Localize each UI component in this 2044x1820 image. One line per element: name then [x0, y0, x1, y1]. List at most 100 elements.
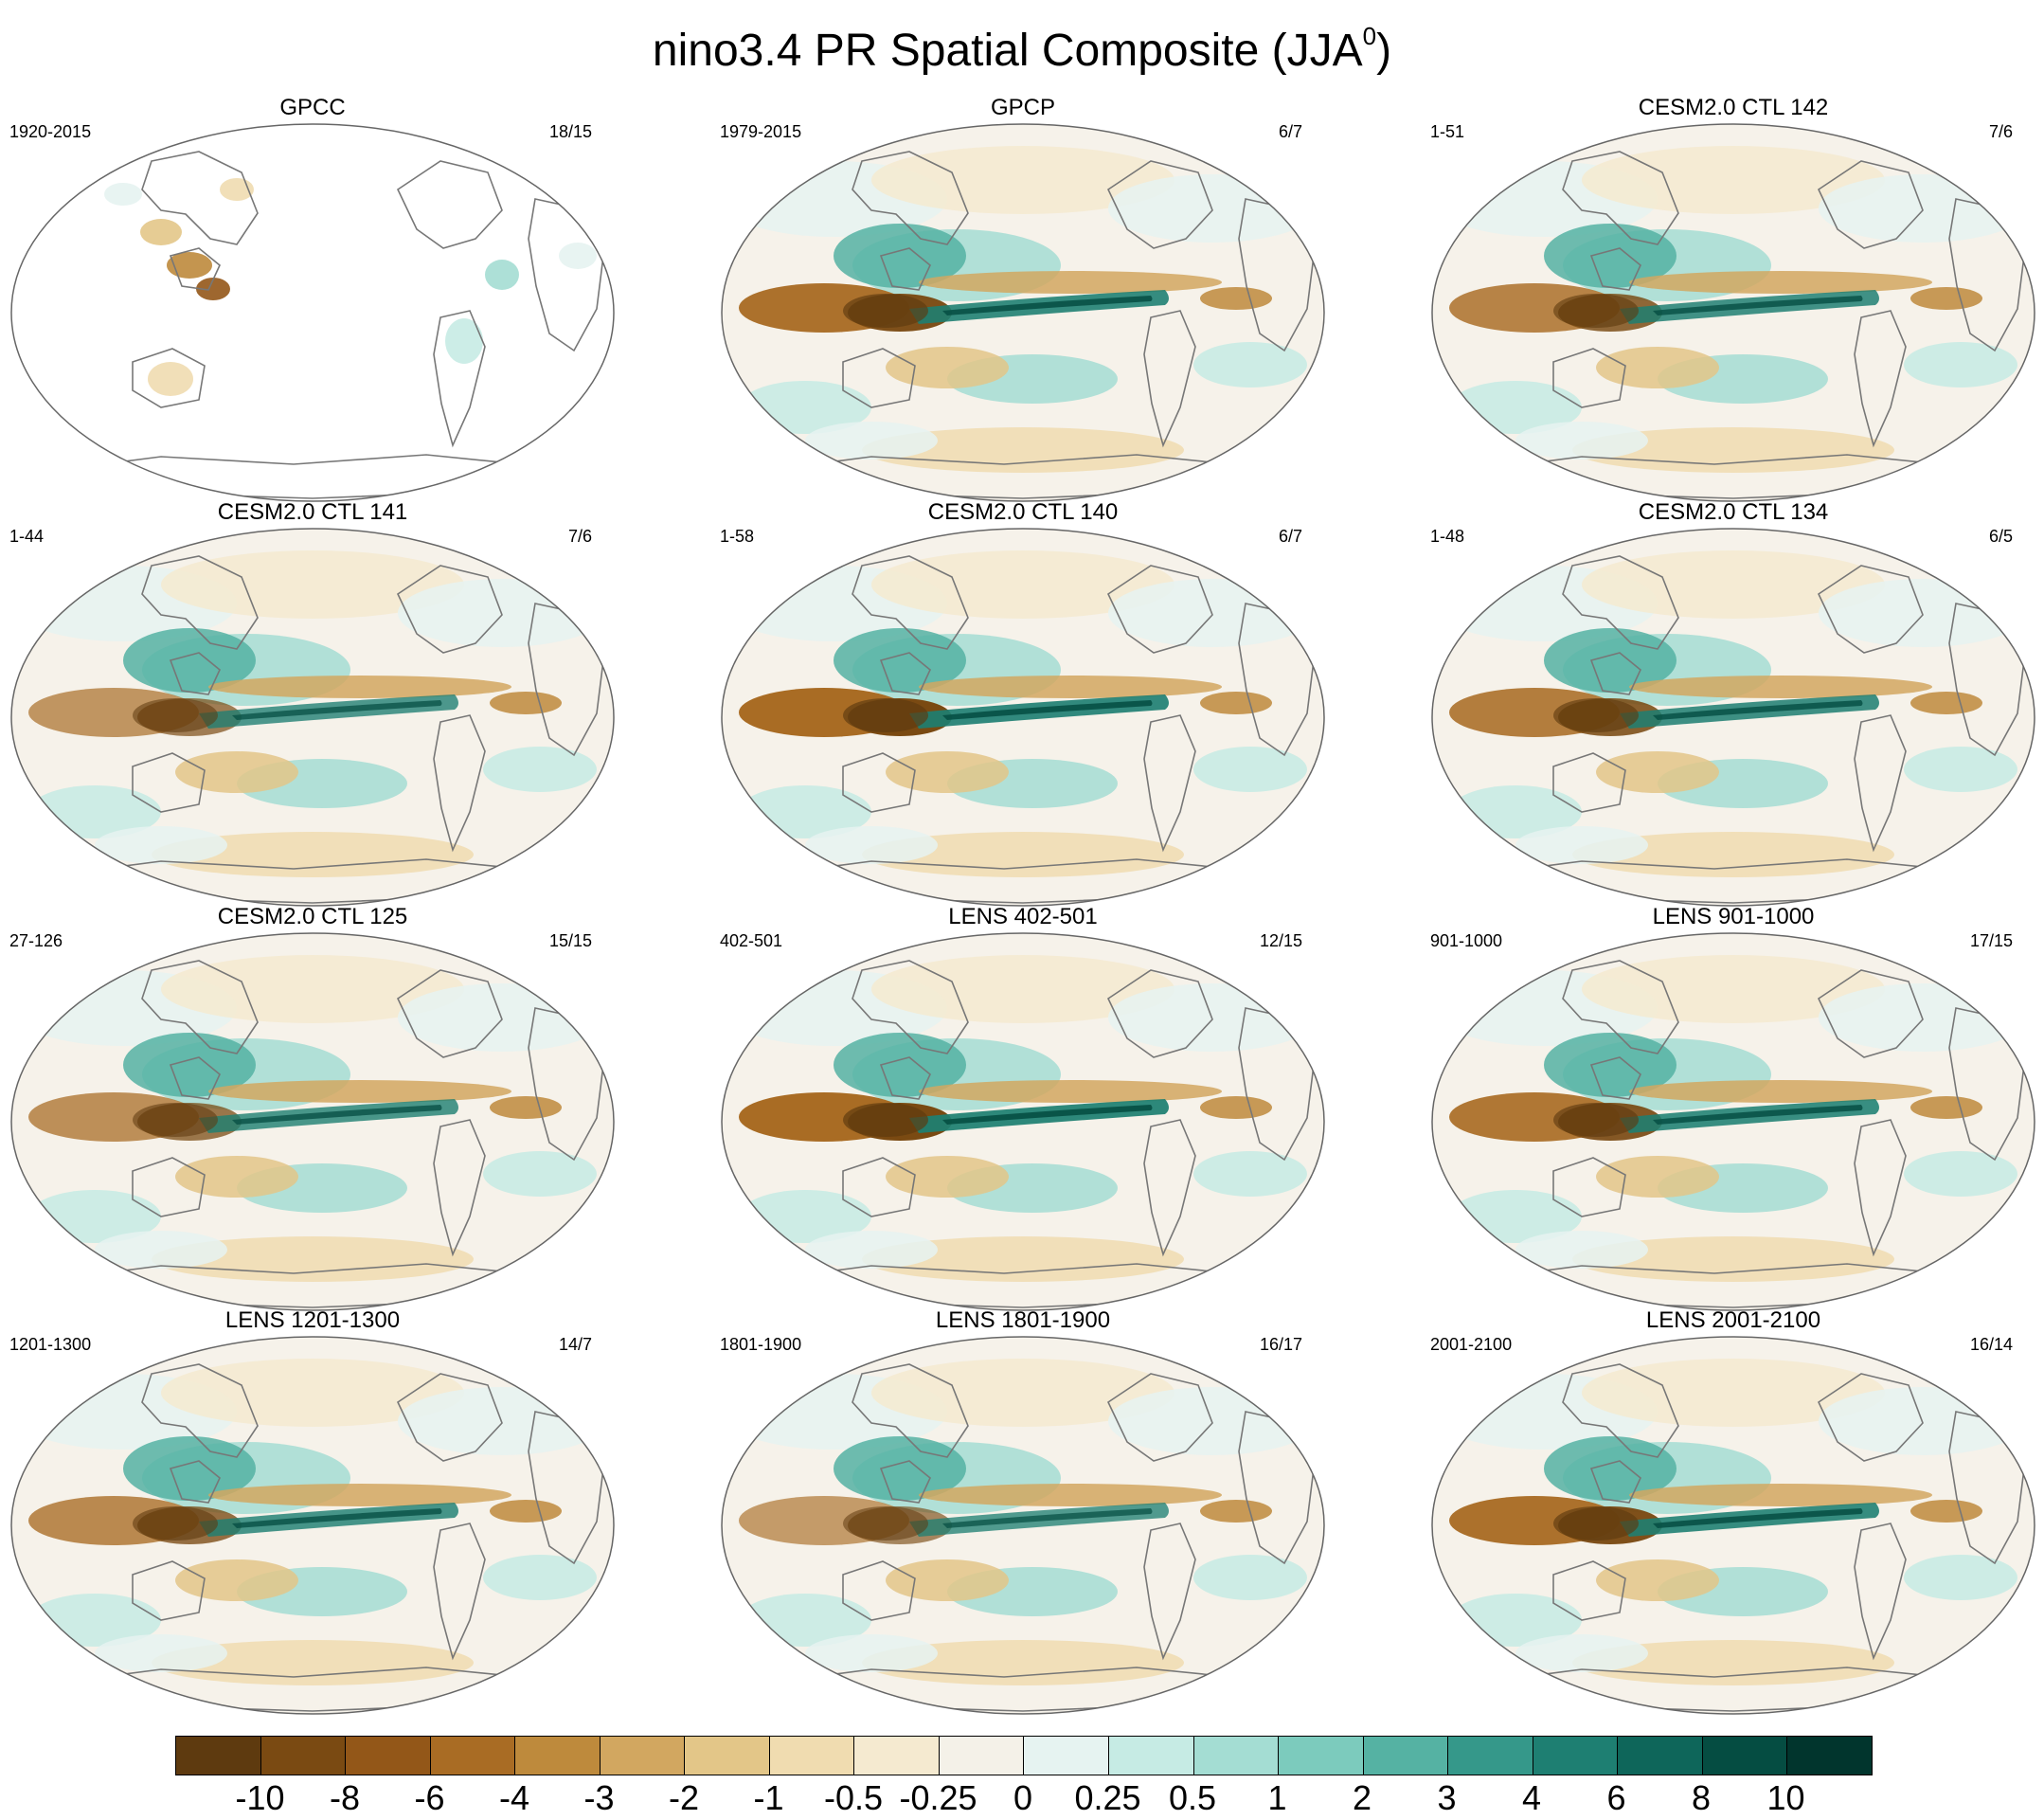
colorbar-tick-label: 6: [1606, 1778, 1626, 1817]
panel-event-count: 6/7: [1278, 122, 1302, 141]
map-field: [1432, 933, 2035, 1310]
colorbar-swatch: [176, 1737, 261, 1775]
colorbar-swatch: [854, 1737, 940, 1775]
colorbar-tick-label: 8: [1691, 1778, 1712, 1817]
panel-year-range: 2001-2100: [1430, 1335, 1513, 1354]
panel-title: CESM2.0 CTL 134: [1638, 499, 1829, 525]
colorbar-tick-label: -2: [668, 1778, 700, 1817]
map-field: [722, 1337, 1324, 1714]
colorbar-tick-label: -0.5: [823, 1778, 884, 1817]
colorbar-tick-label: -10: [235, 1778, 285, 1817]
panel-title: LENS 901-1000: [1652, 904, 1815, 929]
panel-event-count: 18/15: [548, 122, 592, 141]
colorbar-tick-label: 10: [1766, 1778, 1805, 1817]
colorbar-swatch: [1702, 1737, 1788, 1775]
world-map: [1431, 123, 2035, 502]
panel-event-count: 12/15: [1259, 931, 1302, 950]
panel-event-count: 7/6: [1988, 122, 2013, 141]
colorbar-tick-label: 1: [1267, 1778, 1287, 1817]
map-field: [1432, 529, 2035, 906]
colorbar-tick-label: -3: [583, 1778, 615, 1817]
panel-event-count: 7/6: [567, 527, 592, 546]
colorbar-swatch: [1193, 1737, 1280, 1775]
panel-event-count: 16/14: [1969, 1335, 2013, 1354]
panel-event-count: 16/17: [1259, 1335, 1302, 1354]
panel-year-range: 901-1000: [1430, 931, 1503, 950]
world-map: [1431, 932, 2035, 1311]
panel-title: LENS 2001-2100: [1645, 1307, 1821, 1333]
map-field: [722, 933, 1324, 1310]
map-field: [11, 933, 614, 1310]
colorbar-tick-label: 0.5: [1168, 1778, 1217, 1817]
world-map: [1431, 1336, 2035, 1715]
colorbar: [175, 1736, 1873, 1775]
panel-year-range: 402-501: [720, 931, 783, 950]
colorbar-swatch: [1279, 1737, 1364, 1775]
panel-title: GPCP: [990, 95, 1055, 120]
map-field: [722, 124, 1324, 501]
colorbar-swatch: [769, 1737, 855, 1775]
colorbar-swatch: [1363, 1737, 1449, 1775]
world-map: [721, 123, 1325, 502]
panel-title: GPCC: [279, 95, 346, 120]
panel-year-range: 1-48: [1430, 527, 1465, 546]
panel-year-range: 1979-2015: [720, 122, 802, 141]
map-panel: CESM2.0 CTL 134 1-48 6/5: [1421, 499, 2044, 907]
world-map: [1431, 528, 2035, 907]
map-field: [1432, 1337, 2035, 1714]
panel-title: CESM2.0 CTL 140: [927, 499, 1119, 525]
figure-title-close: ): [1376, 26, 1392, 76]
colorbar-tick-label: 3: [1437, 1778, 1457, 1817]
panel-title: LENS 1801-1900: [935, 1307, 1111, 1333]
panel-title: CESM2.0 CTL 142: [1638, 95, 1829, 120]
panel-title: CESM2.0 CTL 125: [217, 904, 408, 929]
colorbar-tick-label: 0: [1013, 1778, 1033, 1817]
colorbar-swatch: [1448, 1737, 1533, 1775]
world-map: [10, 932, 615, 1311]
map-panel: GPCP 1979-2015 6/7: [710, 95, 1373, 502]
map-panel: LENS 901-1000 901-1000 17/15: [1421, 904, 2044, 1311]
panel-event-count: 15/15: [548, 931, 592, 950]
map-panel: LENS 2001-2100 2001-2100 16/14: [1421, 1307, 2044, 1715]
world-map: [10, 1336, 615, 1715]
colorbar-tick-label: 2: [1352, 1778, 1372, 1817]
colorbar-swatch: [346, 1737, 431, 1775]
colorbar-tick-label: -8: [329, 1778, 361, 1817]
colorbar-swatch: [515, 1737, 601, 1775]
colorbar-swatch: [1109, 1737, 1194, 1775]
panel-year-range: 27-126: [9, 931, 63, 950]
map-panel: CESM2.0 CTL 142 1-51 7/6: [1421, 95, 2044, 502]
map-panel: GPCC 1920-2015 18/15: [0, 95, 663, 502]
map-panel: CESM2.0 CTL 125 27-126 15/15: [0, 904, 663, 1311]
colorbar-tick-label: -4: [498, 1778, 530, 1817]
map-panel: LENS 402-501 402-501 12/15: [710, 904, 1373, 1311]
panel-event-count: 17/15: [1969, 931, 2013, 950]
colorbar-swatch: [600, 1737, 686, 1775]
map-panel: LENS 1801-1900 1801-1900 16/17: [710, 1307, 1373, 1715]
figure-title-text: nino3.4 PR Spatial Composite (JJA: [652, 26, 1363, 76]
map-field: [11, 124, 614, 501]
panel-year-range: 1920-2015: [9, 122, 92, 141]
world-map: [10, 123, 615, 502]
colorbar-swatch: [1618, 1737, 1703, 1775]
figure-title: nino3.4 PR Spatial Composite (JJA0): [0, 8, 2044, 80]
panel-year-range: 1-58: [720, 527, 755, 546]
map-field: [11, 1337, 614, 1714]
colorbar-labels: -10 -8 -6 -4 -3 -2 -1 -0.5 -0.25 0 0.25 0.5 1 2 3 4 6 8 10: [0, 1778, 2044, 1820]
panel-title: LENS 1201-1300: [224, 1307, 401, 1333]
world-map: [721, 932, 1325, 1311]
colorbar-swatch: [1787, 1737, 1872, 1775]
colorbar-tick-label: 4: [1521, 1778, 1542, 1817]
map-field: [11, 529, 614, 906]
colorbar-swatch: [685, 1737, 770, 1775]
colorbar-swatch: [1024, 1737, 1110, 1775]
panel-event-count: 6/7: [1278, 527, 1302, 546]
map-panel: LENS 1201-1300 1201-1300 14/7: [0, 1307, 663, 1715]
panel-year-range: 1801-1900: [720, 1335, 802, 1354]
map-panel: CESM2.0 CTL 141 1-44 7/6: [0, 499, 663, 907]
panel-year-range: 1-51: [1430, 122, 1465, 141]
map-field: [1432, 124, 2035, 501]
panel-title: CESM2.0 CTL 141: [217, 499, 408, 525]
world-map: [721, 1336, 1325, 1715]
colorbar-tick-label: -0.25: [899, 1778, 977, 1817]
